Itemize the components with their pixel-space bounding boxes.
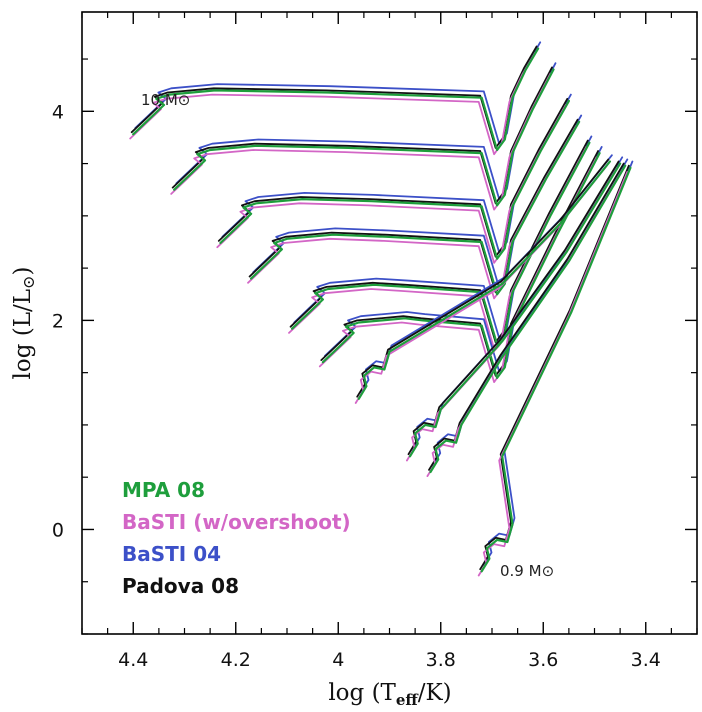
y-tick-label: 0 — [52, 519, 64, 541]
y-axis-title: log (L/L⊙) — [10, 267, 38, 380]
y-tick-label: 4 — [52, 101, 64, 123]
track-2msun-mpa-08 — [357, 160, 611, 400]
track-10msun-mpa-08 — [132, 47, 540, 152]
x-tick-label: 3.8 — [426, 649, 456, 671]
legend-item-basti04: BaSTI 04 — [122, 542, 221, 566]
x-tick-label: 4.4 — [118, 649, 148, 671]
track-7msun-mpa-08 — [173, 68, 555, 207]
annotation-10msun: 10 M⊙ — [141, 91, 190, 109]
x-axis-title: log (Teff/K) — [328, 680, 451, 709]
y-tick-label: 2 — [52, 310, 64, 332]
track-10msun-basti-w-overshoot- — [129, 51, 536, 156]
track-3msun-mpa-08 — [291, 141, 591, 346]
axis-ticks — [81, 12, 698, 635]
legend-item-basti-overshoot: BaSTI (w/overshoot) — [122, 510, 351, 534]
track-5msun-mpa-08 — [219, 99, 570, 260]
x-tick-label: 3.4 — [631, 649, 661, 671]
evolutionary-tracks — [129, 41, 634, 577]
track-2msun-padova-08 — [356, 158, 610, 398]
legend: MPA 08 BaSTI (w/overshoot) BaSTI 04 Pado… — [122, 478, 351, 598]
track-4msun-mpa-08 — [250, 120, 581, 296]
x-tick-label: 4.2 — [221, 649, 251, 671]
track-0.9msun-mpa-08 — [480, 166, 632, 573]
x-tick-label: 3.6 — [528, 649, 558, 671]
track-1.5msun-mpa-08 — [408, 162, 622, 458]
x-tick-label: 4 — [332, 649, 344, 671]
tick-labels: 4.4 4.2 4 3.8 3.6 3.4 0 2 4 — [52, 101, 661, 671]
legend-item-padova08: Padova 08 — [122, 574, 239, 598]
legend-item-mpa08: MPA 08 — [122, 478, 205, 502]
track-1.2msun-mpa-08 — [429, 164, 627, 474]
annotation-0.9msun: 0.9 M⊙ — [500, 562, 554, 580]
